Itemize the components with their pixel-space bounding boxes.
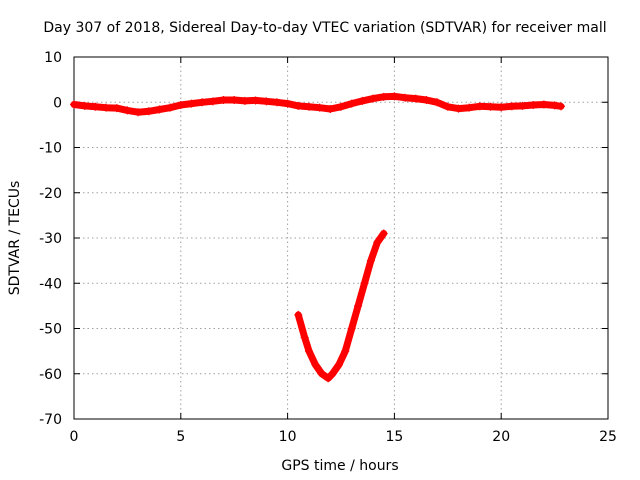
data-point (155, 105, 164, 114)
data-point (80, 101, 89, 110)
data-point (433, 98, 442, 107)
data-point (240, 96, 249, 105)
series-line-2 (294, 230, 388, 382)
data-point (294, 101, 303, 110)
data-point (311, 360, 320, 369)
data-point (102, 103, 111, 112)
data-point (486, 102, 495, 111)
data-point (144, 107, 153, 116)
data-point (341, 347, 350, 356)
data-point (422, 95, 431, 104)
data-point (300, 333, 309, 342)
y-axis-label: SDTVAR / TECUs (7, 181, 23, 296)
data-point (283, 99, 292, 108)
data-point (262, 97, 271, 106)
data-point (518, 101, 527, 110)
x-tick-label-5: 5 (176, 429, 185, 445)
chart-title: Day 307 of 2018, Sidereal Day-to-day VTE… (43, 20, 606, 36)
data-point (337, 102, 345, 111)
x-tick-label-20: 20 (492, 429, 510, 445)
data-point (443, 102, 452, 111)
data-point (230, 95, 239, 104)
data-point (550, 101, 559, 110)
data-point (465, 103, 474, 112)
data-point (134, 108, 143, 117)
series-layer (70, 92, 566, 383)
data-point (317, 369, 326, 378)
data-point (358, 96, 367, 105)
series-line-1 (70, 92, 565, 116)
y-tick-label--10: -10 (39, 141, 62, 157)
axes: 0 5 10 15 20 25 10 0 -10 -20 -30 -40 -50 -60 -70 (39, 50, 617, 445)
data-point (328, 369, 337, 378)
data-point (347, 99, 356, 108)
y-tick-label--20: -20 (39, 186, 62, 202)
data-point (507, 102, 516, 111)
x-axis-label: GPS time / hours (281, 458, 398, 474)
data-point (475, 102, 484, 111)
data-point (272, 98, 281, 107)
y-tick-label--50: -50 (39, 322, 62, 338)
data-point (187, 99, 196, 108)
data-point (347, 324, 356, 333)
data-point (334, 360, 343, 369)
x-tick-label-15: 15 (385, 429, 403, 445)
y-tick-label--70: -70 (39, 412, 62, 428)
data-point (354, 301, 363, 310)
grid (74, 57, 608, 419)
data-point (454, 104, 463, 113)
data-point (294, 310, 303, 319)
y-tick-label-10: 10 (44, 50, 62, 66)
y-tick-label--30: -30 (39, 231, 62, 247)
data-point (304, 347, 313, 356)
y-tick-label--60: -60 (39, 367, 62, 383)
data-point (326, 105, 335, 114)
series-2 (294, 229, 388, 383)
data-point (529, 100, 538, 109)
y-tick-label-0: 0 (53, 95, 62, 111)
data-point (379, 229, 388, 238)
x-tick-label-25: 25 (599, 429, 617, 445)
data-point (176, 100, 185, 109)
x-tick-label-0: 0 (70, 429, 79, 445)
data-point (123, 106, 132, 115)
data-point (251, 96, 260, 105)
series-1 (70, 92, 566, 117)
data-point (324, 374, 333, 383)
data-point (557, 102, 566, 111)
x-tick-label-10: 10 (279, 429, 297, 445)
y-tick-label--40: -40 (39, 276, 62, 292)
data-point (366, 256, 375, 265)
data-point (112, 104, 121, 113)
data-point (166, 103, 175, 112)
data-point (304, 102, 313, 111)
data-point (198, 98, 207, 107)
data-point (497, 103, 506, 112)
data-point (401, 93, 410, 102)
data-point (411, 94, 420, 103)
data-point (539, 100, 548, 109)
data-point (369, 94, 378, 103)
data-point (360, 279, 369, 288)
data-point (219, 95, 228, 104)
data-point (390, 92, 399, 101)
data-point (379, 92, 388, 101)
data-point (91, 102, 100, 111)
data-point (315, 103, 324, 112)
data-point (208, 97, 217, 106)
data-point (373, 238, 382, 247)
data-point (70, 100, 78, 109)
